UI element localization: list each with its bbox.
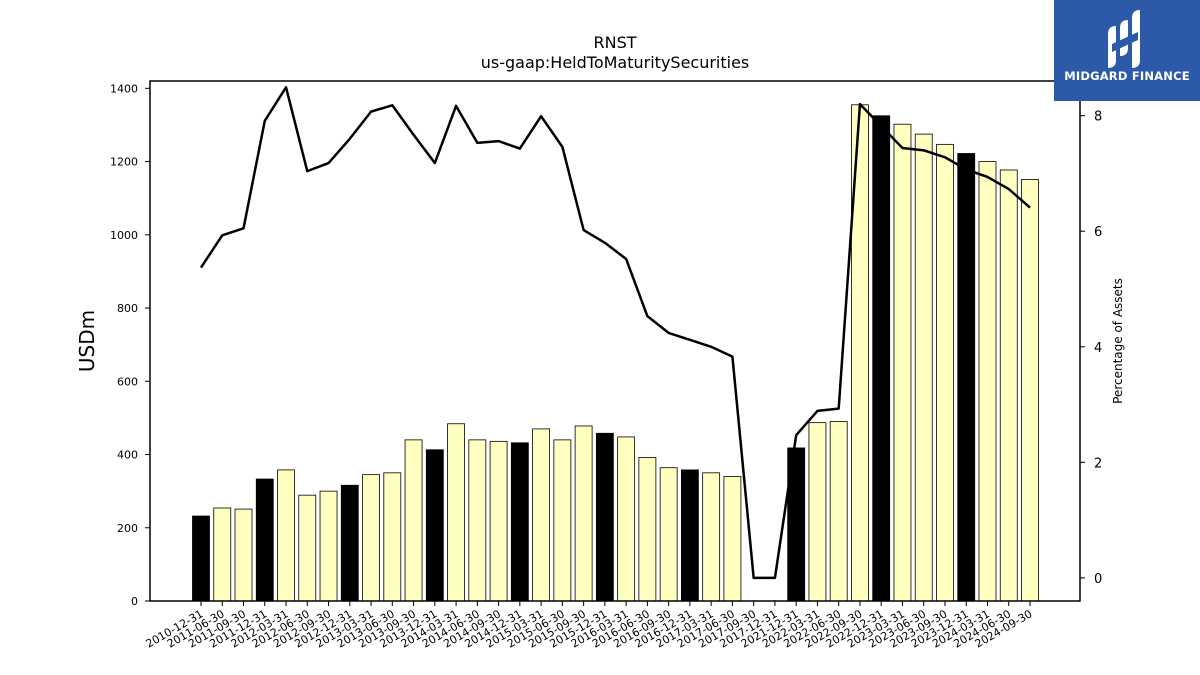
bar-2011-06-30 bbox=[213, 507, 232, 602]
bar-2014-03-31 bbox=[447, 423, 465, 602]
bar-2024-06-30 bbox=[999, 169, 1018, 602]
line-group bbox=[199, 86, 1031, 580]
chart-subtitle: us-gaap:HeldToMaturitySecurities bbox=[481, 53, 750, 72]
bar-2015-09-30 bbox=[574, 425, 593, 602]
bar-2022-12-31 bbox=[872, 115, 891, 602]
chart-title: RNST bbox=[593, 33, 636, 52]
bar-2016-03-31 bbox=[617, 436, 636, 602]
bar-2017-03-31 bbox=[702, 472, 721, 602]
bar-2016-09-30 bbox=[659, 467, 678, 602]
y-axis-right: 0 2 4 6 8 bbox=[1080, 110, 1102, 587]
bar-2015-12-31 bbox=[595, 432, 614, 602]
bar-2017-06-30 bbox=[723, 476, 742, 602]
bar-2016-06-30 bbox=[638, 457, 657, 602]
y2-tick-label: 4 bbox=[1094, 341, 1102, 356]
percentage-line bbox=[199, 86, 1031, 580]
y2-tick-label: 0 bbox=[1094, 572, 1102, 587]
y-tick-label: 800 bbox=[117, 302, 138, 315]
bar-2023-03-31 bbox=[893, 123, 912, 602]
y2-axis-label: Percentage of Assets bbox=[1111, 278, 1125, 404]
bar-2014-12-31 bbox=[510, 442, 529, 602]
plot-frame bbox=[149, 80, 1081, 602]
brand-logo: MIDGARD FINANCE bbox=[1054, 0, 1200, 101]
bar-2024-03-31 bbox=[978, 161, 997, 602]
y-tick-label: 0 bbox=[131, 595, 138, 608]
bar-2022-03-31 bbox=[808, 422, 827, 602]
bar-2011-12-31 bbox=[255, 478, 274, 602]
bar-2022-06-30 bbox=[829, 421, 848, 602]
bar-2016-12-31 bbox=[680, 469, 699, 602]
y2-tick-label: 6 bbox=[1094, 225, 1102, 240]
y2-tick-label: 2 bbox=[1094, 456, 1102, 471]
bar-2011-09-30 bbox=[234, 508, 253, 602]
y-axis-left: 0 200 400 600 800 1000 1200 1400 bbox=[110, 82, 150, 608]
bar-2013-12-31 bbox=[425, 449, 444, 602]
bar-2014-09-30 bbox=[489, 440, 508, 602]
y-tick-label: 1000 bbox=[110, 229, 138, 242]
y-axis-label: USDm bbox=[75, 310, 99, 372]
bar-2013-09-30 bbox=[404, 439, 423, 602]
bar-2012-09-30 bbox=[319, 490, 338, 602]
y-tick-label: 400 bbox=[117, 449, 138, 462]
bar-2023-09-30 bbox=[936, 143, 954, 602]
y-tick-label: 600 bbox=[117, 375, 138, 388]
bar-2014-06-30 bbox=[468, 439, 487, 602]
y-tick-label: 200 bbox=[117, 522, 138, 535]
bar-2010-12-31 bbox=[192, 515, 210, 602]
bar-2012-12-31 bbox=[340, 484, 359, 602]
bar-2015-03-31 bbox=[532, 428, 551, 602]
y2-tick-label: 8 bbox=[1094, 110, 1102, 125]
bar-2013-03-31 bbox=[362, 474, 380, 602]
y-tick-label: 1400 bbox=[110, 82, 138, 95]
bar-2013-06-30 bbox=[383, 472, 402, 602]
y-tick-label: 1200 bbox=[110, 156, 138, 169]
bar-2023-12-31 bbox=[957, 153, 976, 602]
bar-2024-09-30 bbox=[1021, 179, 1039, 602]
bar-2012-06-30 bbox=[298, 494, 317, 602]
logo-text: MIDGARD FINANCE bbox=[1064, 69, 1190, 83]
bar-2012-03-31 bbox=[277, 469, 295, 602]
bar-2023-06-30 bbox=[914, 133, 933, 602]
bar-2015-06-30 bbox=[553, 439, 572, 602]
bar-group bbox=[192, 104, 1039, 602]
logo-mark-icon bbox=[1108, 10, 1140, 68]
x-axis: 2010-12-312011-06-302011-09-302011-12-31… bbox=[144, 601, 1035, 651]
